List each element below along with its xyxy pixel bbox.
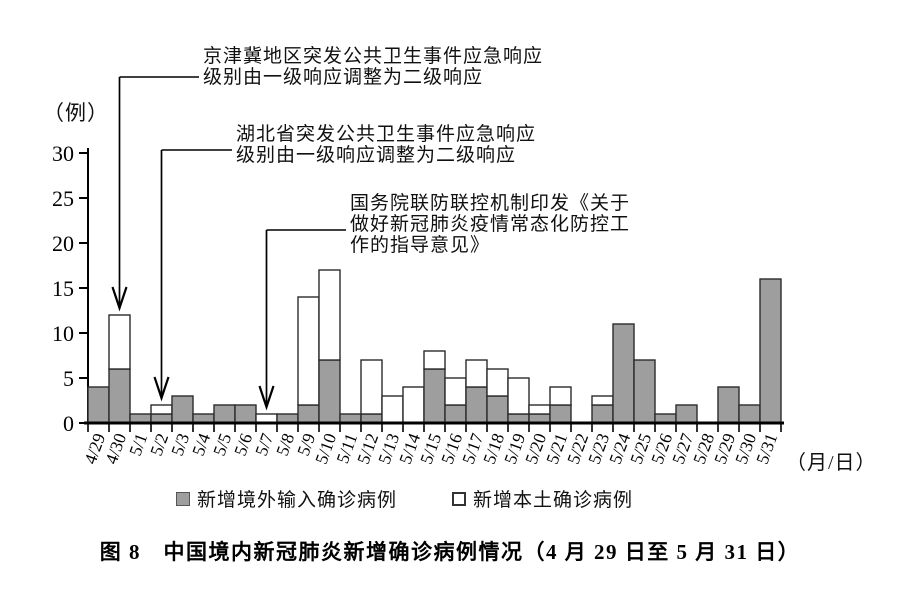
- annotation-jingjinji-line1: 京津冀地区突发公共卫生事件应急响应: [203, 46, 544, 67]
- x-tick-label-5/3: 5/3: [167, 430, 194, 458]
- x-tick-label-5/5: 5/5: [209, 430, 236, 458]
- bar-imported-5/3: [171, 395, 194, 424]
- bar-imported-4/29: [87, 386, 110, 424]
- bar-local-5/12: [360, 359, 383, 415]
- annotation-arrowhead-icon: [258, 385, 275, 411]
- legend-item-imported: 新增境外输入确诊病例: [176, 485, 397, 512]
- legend-label-imported: 新增境外输入确诊病例: [197, 490, 398, 511]
- y-tick-label: 25: [52, 186, 74, 211]
- bar-imported-5/30: [738, 404, 761, 424]
- bar-local-5/21: [549, 386, 572, 406]
- bar-imported-5/24: [612, 323, 635, 424]
- bar-local-5/10: [318, 269, 341, 361]
- y-tick-label: 5: [63, 366, 74, 391]
- annotation-jingjinji-line2: 级别由一级响应调整为二级响应: [203, 67, 484, 88]
- y-tick-label: 30: [52, 141, 74, 166]
- bar-imported-5/21: [549, 404, 572, 424]
- bar-local-5/13: [381, 395, 404, 424]
- y-tick-label: 0: [63, 411, 74, 436]
- bar-local-5/15: [423, 350, 446, 370]
- bar-imported-5/29: [717, 386, 740, 424]
- annotation-hubei-line2: 级别由一级响应调整为二级响应: [236, 145, 517, 166]
- bar-local-5/20: [528, 404, 551, 415]
- x-tick-label-5/8: 5/8: [272, 430, 299, 458]
- bar-local-5/9: [297, 296, 320, 406]
- bar-imported-5/5: [213, 404, 236, 424]
- annotation-guowuyuan-line1: 国务院联防联控机制印发《关于: [350, 193, 631, 214]
- bar-imported-5/27: [675, 404, 698, 424]
- x-tick-label-5/2: 5/2: [146, 431, 172, 459]
- y-tick-label: 20: [52, 231, 74, 256]
- bar-imported-5/25: [633, 359, 656, 424]
- bar-local-5/17: [465, 359, 488, 388]
- annotation-jingjinji: 京津冀地区突发公共卫生事件应急响应 级别由一级响应调整为二级响应: [203, 46, 543, 88]
- bar-imported-5/15: [423, 368, 446, 424]
- bar-local-5/2: [150, 404, 173, 415]
- bar-imported-5/9: [297, 404, 320, 424]
- y-axis-unit-label: （例）: [43, 101, 109, 125]
- bar-local-5/18: [486, 368, 509, 397]
- legend-swatch-imported-icon: [176, 491, 190, 506]
- bar-imported-5/18: [486, 395, 509, 424]
- bar-local-5/16: [444, 377, 467, 406]
- bar-imported-4/30: [108, 368, 131, 424]
- bar-imported-5/6: [234, 404, 257, 424]
- chart-canvas: 0510152025304/294/305/15/25/35/45/55/65/…: [52, 76, 784, 467]
- y-tick-label: 15: [52, 276, 74, 301]
- annotation-guowuyuan-line2: 做好新冠肺炎疫情常态化防控工: [350, 214, 631, 235]
- bar-imported-5/23: [591, 404, 614, 424]
- bar-imported-5/17: [465, 386, 488, 424]
- y-tick-label: 10: [52, 321, 74, 346]
- x-axis-unit-label: （月/日）: [786, 452, 877, 474]
- x-tick-label-5/7: 5/7: [251, 430, 278, 458]
- bar-local-4/30: [108, 314, 131, 370]
- annotation-hubei: 湖北省突发公共卫生事件应急响应 级别由一级响应调整为二级响应: [236, 124, 536, 166]
- annotation-arrowhead-icon: [111, 286, 128, 312]
- x-tick-label-5/1: 5/1: [125, 431, 151, 459]
- bar-imported-5/10: [318, 359, 341, 424]
- x-tick-label-5/4: 5/4: [188, 430, 215, 458]
- figure-caption: 图 8 中国境内新冠肺炎新增确诊病例情况（4 月 29 日至 5 月 31 日）: [99, 540, 801, 564]
- x-tick-label-5/6: 5/6: [230, 430, 257, 458]
- legend-swatch-local-icon: [452, 491, 466, 506]
- bar-local-5/14: [402, 386, 425, 424]
- bar-imported-5/16: [444, 404, 467, 424]
- annotation-guowuyuan-line3: 作的指导意见》: [350, 235, 491, 256]
- bar-local-5/23: [591, 395, 614, 406]
- legend-label-local: 新增本土确诊病例: [473, 490, 634, 511]
- annotation-arrowhead-icon: [153, 376, 170, 402]
- bar-local-5/19: [507, 377, 530, 415]
- bar-imported-5/31: [759, 278, 782, 424]
- annotation-guowuyuan: 国务院联防联控机制印发《关于 做好新冠肺炎疫情常态化防控工 作的指导意见》: [350, 193, 630, 256]
- legend-item-local: 新增本土确诊病例: [452, 485, 633, 512]
- annotation-hubei-line1: 湖北省突发公共卫生事件应急响应: [236, 124, 537, 145]
